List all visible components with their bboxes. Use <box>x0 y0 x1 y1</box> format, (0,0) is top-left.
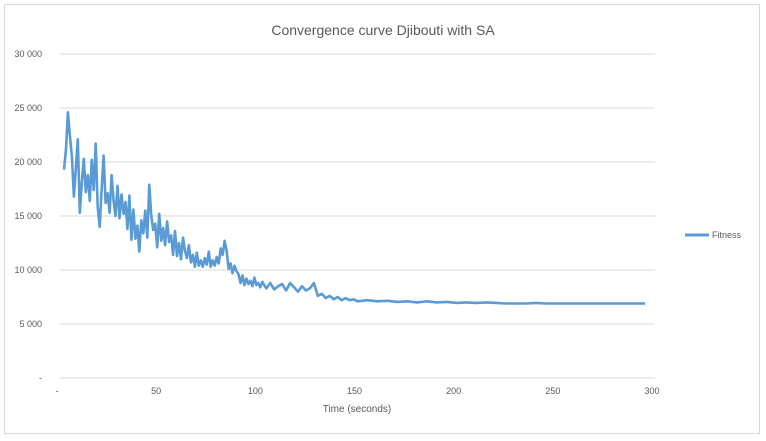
x-tick-label: 300 <box>644 386 659 396</box>
legend-label-fitness: Fitness <box>712 230 742 240</box>
x-tick-label: 100 <box>248 386 263 396</box>
x-tick-label: 250 <box>545 386 560 396</box>
y-axis-ticks: - 5 000 10 000 15 000 20 000 25 000 30 000 <box>14 49 42 383</box>
y-tick-label: 30 000 <box>14 49 42 59</box>
y-tick-label: 20 000 <box>14 157 42 167</box>
y-tick-label: - <box>39 373 42 383</box>
x-axis-label: Time (seconds) <box>323 404 392 415</box>
x-tick-label: 200 <box>446 386 461 396</box>
y-tick-label: 5 000 <box>19 319 42 329</box>
x-tick-label: 50 <box>151 386 161 396</box>
x-tick-label: 150 <box>347 386 362 396</box>
gridlines <box>60 53 655 325</box>
y-tick-label: 10 000 <box>14 265 42 275</box>
x-tick-label: - <box>56 386 59 396</box>
y-tick-label: 15 000 <box>14 211 42 221</box>
y-tick-label: 25 000 <box>14 103 42 113</box>
chart-title: Convergence curve Djibouti with SA <box>271 22 495 38</box>
x-axis-ticks: - 50 100 150 200 250 300 <box>56 386 660 396</box>
series-line-fitness <box>62 111 646 305</box>
